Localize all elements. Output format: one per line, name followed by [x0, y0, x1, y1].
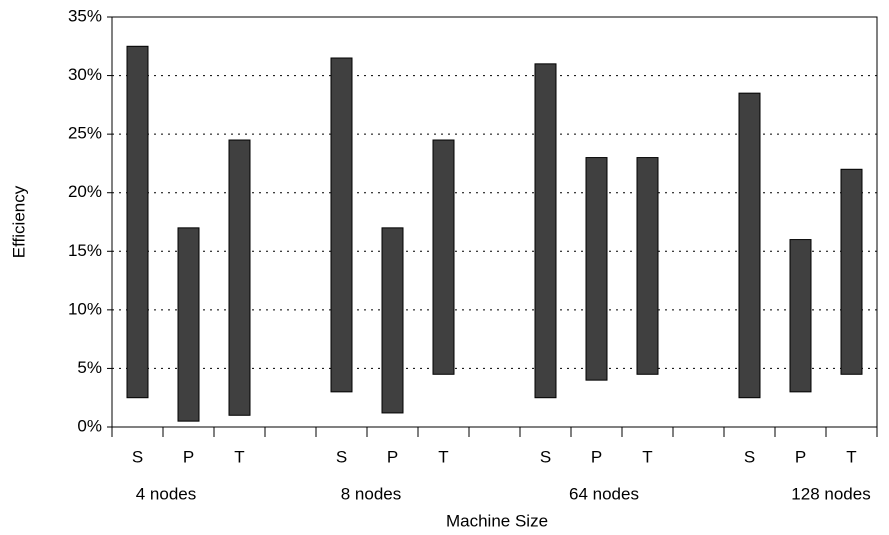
x-tick-label: T — [642, 447, 652, 466]
x-tick-label: P — [795, 447, 806, 466]
x-tick-label: S — [336, 447, 347, 466]
y-tick-label: 30% — [68, 65, 102, 84]
group-label: 128 nodes — [791, 484, 870, 503]
bar — [534, 63, 557, 399]
x-tick-label: P — [387, 447, 398, 466]
bar — [585, 157, 608, 381]
x-axis-label: Machine Size — [446, 511, 548, 530]
plot-border — [111, 16, 878, 428]
bar — [432, 139, 455, 375]
x-tick-label: S — [540, 447, 551, 466]
x-tick-label: P — [591, 447, 602, 466]
x-tick-label: S — [132, 447, 143, 466]
y-tick-label: 0% — [77, 416, 102, 435]
y-axis-label: Efficiency — [9, 185, 28, 258]
bar — [381, 227, 404, 414]
x-tick-label: T — [234, 447, 244, 466]
x-tick-label: P — [183, 447, 194, 466]
x-tick-label: S — [744, 447, 755, 466]
y-tick-label: 10% — [68, 299, 102, 318]
bar — [789, 239, 812, 393]
bar — [330, 57, 353, 393]
y-tick-label: 25% — [68, 124, 102, 143]
group-label: 8 nodes — [341, 484, 402, 503]
x-tick-label: T — [438, 447, 448, 466]
y-tick-label: 15% — [68, 241, 102, 260]
bar — [177, 227, 200, 422]
x-tick-label: T — [846, 447, 856, 466]
bar — [738, 92, 761, 399]
bar — [840, 168, 863, 375]
bar — [228, 139, 251, 416]
y-tick-label: 5% — [77, 358, 102, 377]
bar — [126, 45, 149, 399]
group-label: 64 nodes — [569, 484, 639, 503]
y-tick-label: 35% — [68, 6, 102, 25]
group-label: 4 nodes — [136, 484, 197, 503]
y-tick-label: 20% — [68, 182, 102, 201]
bar — [636, 157, 659, 375]
